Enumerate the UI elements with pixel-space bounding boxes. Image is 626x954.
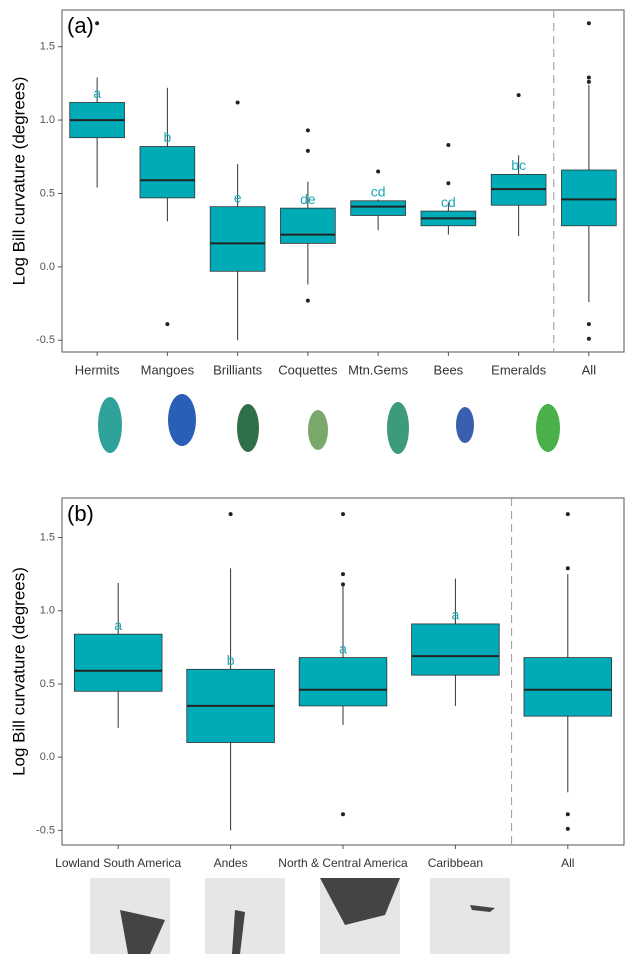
outlier — [95, 21, 99, 25]
group-label: a — [452, 607, 460, 623]
box — [74, 634, 162, 691]
map — [205, 878, 285, 954]
y-tick-label: 0.5 — [40, 187, 55, 199]
box — [561, 170, 616, 226]
y-tick-label: -0.5 — [36, 824, 55, 836]
group-label: a — [114, 617, 122, 633]
x-tick-label: Mangoes — [141, 362, 195, 377]
bird — [536, 404, 560, 452]
group-label: de — [300, 191, 316, 207]
x-tick-label: Hermits — [75, 362, 120, 377]
figure: -0.5 0.0 0.5 1.0 1.5 Log Bill curvature (degr… — [0, 0, 626, 954]
x-tick-label: Emeralds — [491, 362, 546, 377]
outlier — [306, 299, 310, 303]
group-label: b — [227, 652, 235, 668]
bird — [168, 394, 196, 446]
map — [430, 878, 510, 954]
y-tick-label: 1.0 — [40, 605, 55, 617]
outlier — [229, 512, 233, 516]
box — [299, 658, 387, 706]
outlier — [587, 337, 591, 341]
bird — [308, 410, 328, 450]
outlier — [306, 128, 310, 132]
outlier — [236, 100, 240, 104]
y-tick-label: 1.0 — [40, 114, 55, 126]
y-axis-title: Log Bill curvature (degrees) — [9, 567, 28, 776]
box — [210, 207, 265, 272]
map-thumbnails — [90, 878, 510, 954]
box — [351, 201, 406, 216]
group-label: b — [163, 129, 171, 145]
x-tick-label: Caribbean — [428, 856, 483, 870]
outlier — [587, 21, 591, 25]
y-tick-label: 0.0 — [40, 751, 55, 763]
x-tick-label: Lowland South America — [55, 856, 181, 870]
x-tick-label: North & Central America — [278, 856, 408, 870]
group-label: a — [93, 85, 101, 101]
x-tick-label: All — [582, 362, 597, 377]
y-tick-label: 1.5 — [40, 41, 55, 53]
x-tick-label: Brilliants — [213, 362, 263, 377]
box — [280, 208, 335, 243]
outlier — [165, 322, 169, 326]
outlier — [446, 143, 450, 147]
outlier — [341, 572, 345, 576]
y-tick-label: 0.5 — [40, 678, 55, 690]
outlier — [376, 169, 380, 173]
bird-illustrations — [98, 394, 560, 454]
outlier — [517, 93, 521, 97]
outlier — [566, 827, 570, 831]
panel-label: (a) — [67, 13, 94, 38]
box — [140, 147, 195, 198]
x-tick-label: Coquettes — [278, 362, 338, 377]
outlier — [341, 582, 345, 586]
x-tick-label: Andes — [214, 856, 248, 870]
group-label: cd — [441, 194, 456, 210]
x-tick-label: Bees — [434, 362, 464, 377]
bird — [237, 404, 259, 452]
bird — [456, 407, 474, 443]
outlier — [587, 322, 591, 326]
outlier — [587, 80, 591, 84]
group-label: cd — [371, 184, 386, 200]
outlier — [341, 812, 345, 816]
outlier — [587, 76, 591, 80]
outlier — [566, 512, 570, 516]
outlier — [341, 512, 345, 516]
y-axis-title: Log Bill curvature (degrees) — [9, 77, 28, 286]
outlier — [306, 149, 310, 153]
x-tick-label: Mtn.Gems — [348, 362, 408, 377]
outlier — [446, 181, 450, 185]
group-label: e — [234, 189, 242, 205]
group-label: a — [339, 640, 347, 656]
box — [524, 658, 612, 717]
panel-label: (b) — [67, 501, 94, 526]
y-tick-label: 0.0 — [40, 261, 55, 273]
bird — [98, 397, 122, 453]
outlier — [566, 812, 570, 816]
box — [412, 624, 500, 675]
outlier — [566, 566, 570, 570]
bird — [387, 402, 409, 454]
group-label: bc — [511, 157, 526, 173]
y-tick-label: -0.5 — [36, 334, 55, 346]
y-tick-label: 1.5 — [40, 531, 55, 543]
x-tick-label: All — [561, 856, 574, 870]
